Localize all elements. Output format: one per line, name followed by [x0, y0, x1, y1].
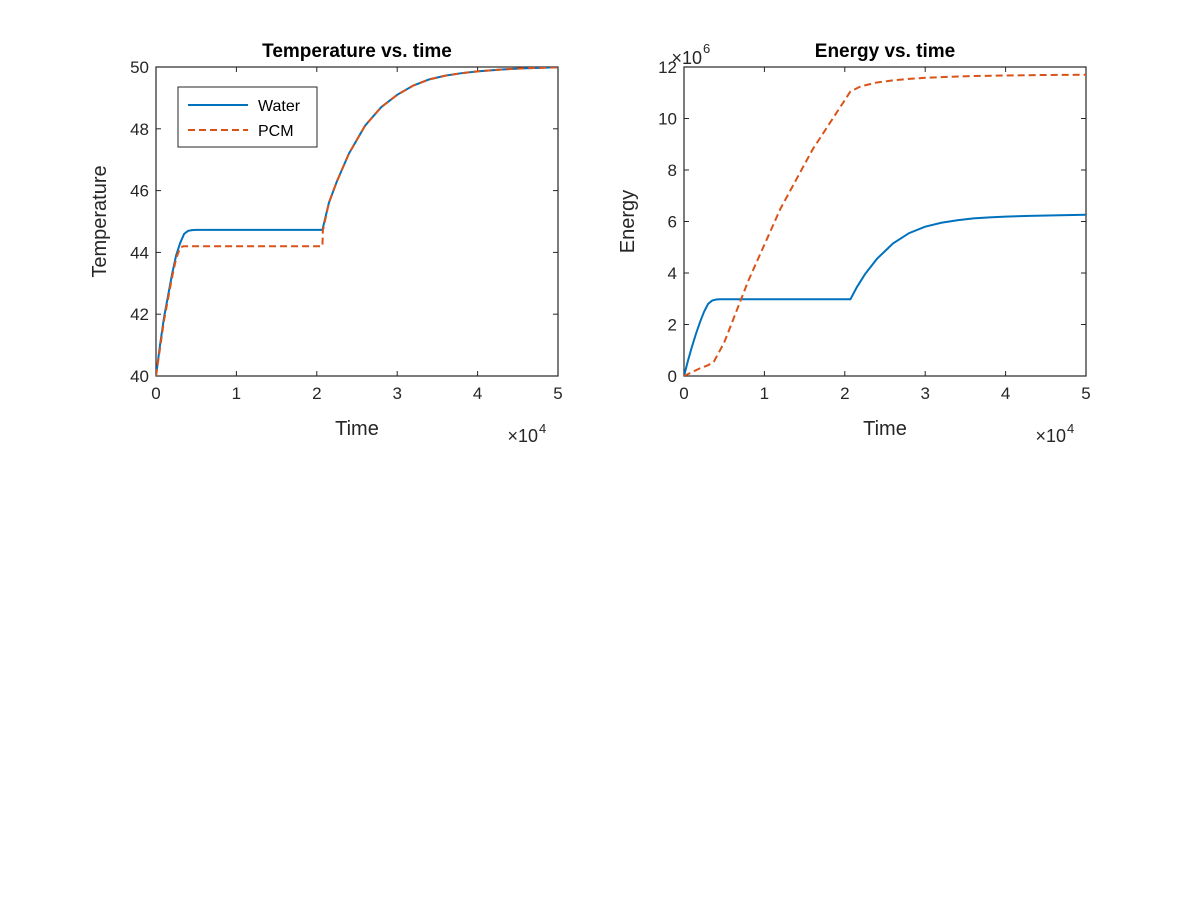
temperature-x-tick-label: 5 [553, 384, 562, 403]
temperature-x-tick-label: 4 [473, 384, 482, 403]
energy-plot-area [683, 66, 1087, 377]
temperature-y-tick-label: 44 [130, 243, 149, 262]
temperature-y-axis-label: Temperature [89, 165, 111, 277]
temperature-series-water-line [156, 67, 558, 376]
energy-x-tick-label: 4 [1001, 384, 1010, 403]
energy-y-tick-label: 2 [668, 316, 677, 335]
energy-y-tick-label: 10 [658, 110, 677, 129]
temperature-series-group [156, 67, 558, 376]
energy-series-group [684, 73, 1086, 376]
temperature-x-tick-label: 2 [312, 384, 321, 403]
energy-x-tick-label: 0 [679, 384, 688, 403]
temperature-y-tick-label: 50 [130, 58, 149, 77]
legend-label-pcm: PCM [258, 123, 294, 140]
energy-y-exponent-base: ×10 [671, 48, 702, 68]
energy-y-tick-label: 6 [668, 213, 677, 232]
energy-y-tick-label: 8 [668, 161, 677, 180]
temperature-x-tick-label: 3 [392, 384, 401, 403]
energy-y-exponent-power: 6 [703, 41, 710, 56]
energy-chart-title: Energy vs. time [815, 41, 955, 62]
energy-series-pcm-line [684, 73, 1086, 376]
energy-y-axis-label: Energy [617, 190, 639, 253]
temperature-x-tick-label: 0 [151, 384, 160, 403]
energy-x-axis-label: Time [863, 418, 907, 440]
temperature-series-pcm-line [156, 67, 558, 376]
energy-x-tick-label: 3 [920, 384, 929, 403]
temperature-y-tick-label: 42 [130, 305, 149, 324]
temperature-y-tick-label: 40 [130, 367, 149, 386]
legend-box [177, 86, 318, 148]
energy-x-tick-label: 1 [760, 384, 769, 403]
energy-series-water-line [684, 213, 1086, 376]
temperature-x-tick-label: 1 [232, 384, 241, 403]
temperature-chart-title: Temperature vs. time [262, 41, 452, 62]
energy-y-tick-label: 0 [668, 367, 677, 386]
temperature-x-axis-label: Time [335, 418, 379, 440]
temperature-x-exponent-power: 4 [539, 421, 546, 436]
temperature-y-tick-label: 48 [130, 120, 149, 139]
legend-label-water: Water [258, 98, 301, 115]
energy-x-exponent-power: 4 [1067, 421, 1074, 436]
temperature-y-tick-label: 46 [130, 182, 149, 201]
energy-y-tick-label: 4 [668, 264, 677, 283]
energy-x-tick-label: 5 [1081, 384, 1090, 403]
temperature-legend: Water PCM [177, 86, 318, 148]
energy-x-tick-label: 2 [840, 384, 849, 403]
temperature-chart: 0 1 2 3 4 5 40 42 44 46 48 50 Temperature vs. time Ti… [89, 41, 563, 446]
energy-y-tick-label: 12 [658, 58, 677, 77]
energy-x-exponent-base: ×10 [1035, 426, 1066, 446]
temperature-x-exponent-base: ×10 [507, 426, 538, 446]
